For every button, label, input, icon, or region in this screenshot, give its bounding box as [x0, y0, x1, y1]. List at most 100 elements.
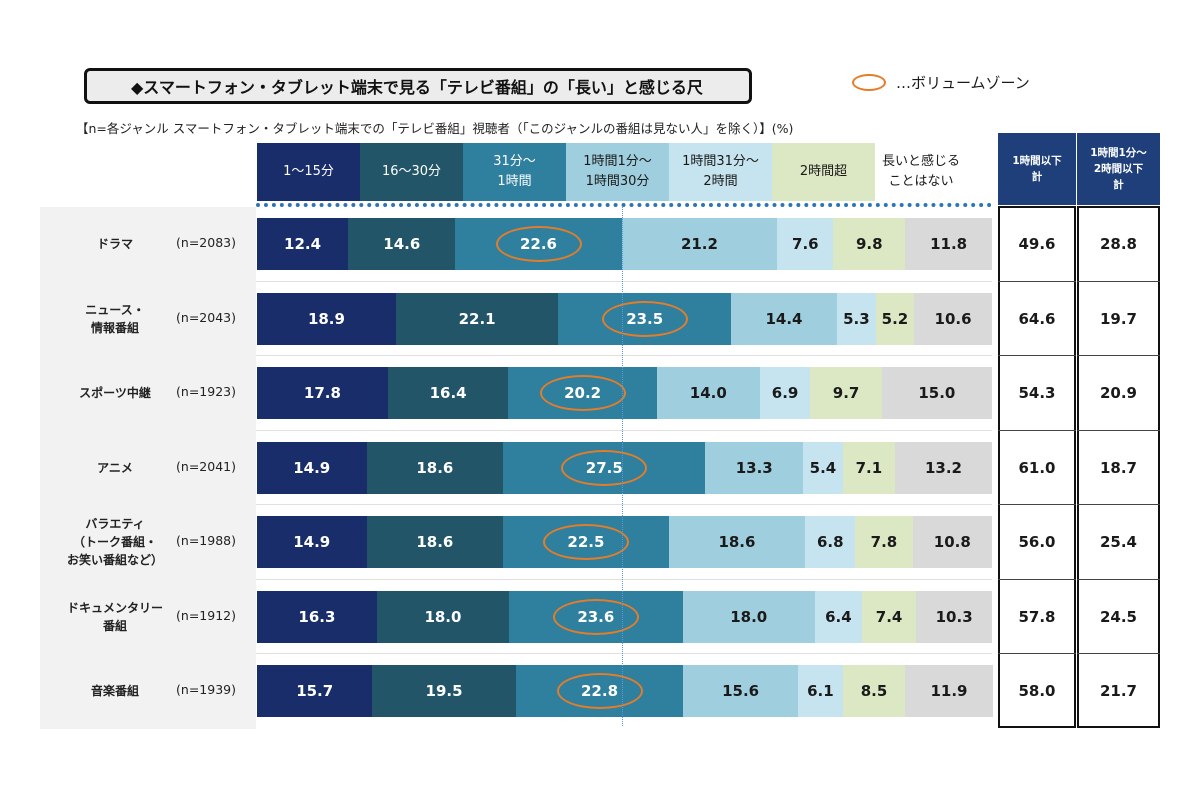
- bar-segment: 5.3: [836, 292, 876, 345]
- row-label-line: 音楽番組: [90, 684, 139, 699]
- row-label-line: 情報番組: [90, 320, 139, 335]
- bar-segment: 21.2: [621, 218, 778, 271]
- bar-value-label: 23.6: [577, 607, 615, 626]
- bar-value-label: 12.4: [284, 235, 322, 254]
- bar-value-label: 14.9: [293, 533, 331, 552]
- row-label-line: お笑い番組など）: [66, 553, 163, 568]
- total-row-divider: [1077, 504, 1160, 505]
- bar-value-label: 11.9: [930, 682, 968, 701]
- bar-segment: 7.6: [777, 218, 834, 271]
- bar-value-label: 13.3: [735, 458, 773, 477]
- total-value: 57.8: [1018, 607, 1056, 626]
- bar-value-label: 15.7: [296, 682, 334, 701]
- category-header-line: 16〜30分: [381, 164, 442, 179]
- bar-segment: 16.4: [387, 367, 509, 420]
- bar-segment: 13.3: [705, 441, 804, 494]
- bar-value-label: 20.2: [564, 384, 602, 403]
- total-row-divider: [1077, 429, 1160, 431]
- bar-value-label: 16.3: [298, 607, 336, 626]
- row-label-line: ドラマ: [96, 237, 133, 252]
- bar-segment: 18.6: [366, 441, 504, 494]
- row-label-line: ニュース・: [85, 302, 145, 317]
- row-label: スポーツ中継: [40, 356, 190, 431]
- bar-value-label: 22.8: [581, 682, 619, 701]
- category-header-line: 31分〜: [493, 154, 536, 169]
- bar-segment: 11.8: [905, 218, 992, 271]
- bar-segment: 15.0: [881, 367, 992, 420]
- category-header: 2時間超: [772, 143, 875, 201]
- bar-segment: 23.5: [558, 292, 732, 345]
- total-value: 21.7: [1099, 682, 1137, 701]
- bar-value-label: 9.7: [832, 384, 860, 403]
- row-label: ニュース・ 情報番組: [40, 282, 190, 357]
- bar-segment: 7.8: [855, 516, 913, 569]
- bar-value-label: 10.6: [934, 309, 972, 328]
- bar-segment: 27.5: [503, 441, 706, 494]
- bar-value-label: 5.4: [809, 458, 837, 477]
- total-value: 49.6: [1018, 235, 1056, 254]
- bar-segment: 6.8: [805, 516, 856, 569]
- row-label: ドラマ: [40, 207, 190, 282]
- bar-segment: 18.6: [366, 516, 504, 569]
- total-row-divider: [1077, 355, 1160, 356]
- bar-segment: 22.8: [515, 665, 684, 718]
- category-header-line: 2時間: [703, 174, 738, 189]
- total-column-header-line: 計: [1113, 179, 1124, 191]
- bar-value-label: 16.4: [429, 384, 467, 403]
- bar-value-label: 7.4: [875, 607, 903, 626]
- chart-subtitle: 【n=各ジャンル スマートフォン・タブレット端末での「テレビ番組」視聴者（「この…: [76, 121, 794, 136]
- total-column-header-line: 1時間以下: [1012, 155, 1062, 167]
- total-value: 64.6: [1018, 309, 1056, 328]
- bar-segment: 14.9: [257, 516, 367, 569]
- bar-value-label: 7.8: [870, 533, 898, 552]
- bar-value-label: 6.8: [816, 533, 844, 552]
- volume-zone-guide-line: [622, 206, 623, 726]
- total-value: 20.9: [1099, 384, 1137, 403]
- bar-segment: 22.1: [395, 292, 559, 345]
- total-value: 56.0: [1018, 533, 1056, 552]
- bar-segment: 18.6: [668, 516, 806, 569]
- row-separator: [256, 504, 992, 505]
- bar-segment: 15.7: [257, 665, 373, 718]
- bar-segment: 9.8: [833, 218, 906, 271]
- bar-segment: 7.4: [861, 590, 917, 643]
- bar-value-label: 9.8: [855, 235, 883, 254]
- row-separator: [256, 578, 992, 580]
- row-separator: [256, 653, 992, 654]
- row-sample-size: (n=2043): [176, 309, 236, 325]
- total-row-divider: [998, 280, 1076, 282]
- bar-value-label: 6.1: [807, 682, 834, 701]
- bar-segment: 5.2: [875, 292, 915, 345]
- bar-segment: 13.2: [894, 441, 992, 494]
- category-header: 長いと感じる ことはない: [875, 143, 967, 201]
- category-header-line: ことはない: [888, 174, 954, 189]
- bar-segment: 14.4: [731, 292, 837, 345]
- category-header: 16〜30分: [360, 143, 463, 201]
- bar-segment: 14.6: [348, 218, 456, 271]
- row-label-line: スポーツ中継: [79, 386, 151, 401]
- row-sample-size: (n=2083): [176, 235, 236, 251]
- bar-value-label: 18.6: [718, 533, 756, 552]
- bar-segment: 19.5: [372, 665, 516, 718]
- row-sample-size: (n=1923): [176, 384, 236, 400]
- category-header: 31分〜 1時間: [463, 143, 566, 201]
- total-column: [998, 206, 1076, 728]
- chart-title: ◆スマートフォン・タブレット端末で見る「テレビ番組」の「長い」と感じる尺: [84, 68, 752, 104]
- bar-segment: 23.6: [509, 590, 683, 643]
- bar-segment: 22.5: [503, 516, 669, 569]
- category-header: 1時間1分〜 1時間30分: [566, 143, 669, 201]
- bar-segment: 6.4: [814, 590, 862, 643]
- total-row-divider: [998, 653, 1076, 654]
- category-header-line: 2時間超: [799, 164, 848, 179]
- bar-value-label: 14.0: [689, 384, 727, 403]
- bar-segment: 12.4: [257, 218, 349, 271]
- header-divider: [256, 203, 992, 207]
- row-label-line: バラエティ: [85, 517, 145, 532]
- row-label-line: ドキュメンタリー: [66, 600, 163, 615]
- row-label: バラエティ （トーク番組・ お笑い番組など）: [40, 505, 190, 580]
- bar-value-label: 14.4: [765, 309, 803, 328]
- bar-segment: 6.9: [759, 367, 811, 420]
- bar-segment: 15.6: [683, 665, 798, 718]
- total-value: 28.8: [1099, 235, 1137, 254]
- category-header-line: 1時間1分〜: [583, 154, 652, 169]
